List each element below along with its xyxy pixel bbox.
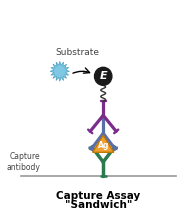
Polygon shape	[50, 61, 69, 81]
Polygon shape	[93, 135, 114, 152]
Text: "Sandwich": "Sandwich"	[65, 200, 132, 210]
Text: Substrate: Substrate	[55, 48, 99, 57]
Text: Capture Assay: Capture Assay	[56, 191, 140, 201]
Text: E: E	[99, 71, 107, 81]
Text: Ag: Ag	[97, 141, 109, 150]
Text: Capture
antibody: Capture antibody	[7, 152, 40, 172]
Circle shape	[94, 67, 112, 85]
